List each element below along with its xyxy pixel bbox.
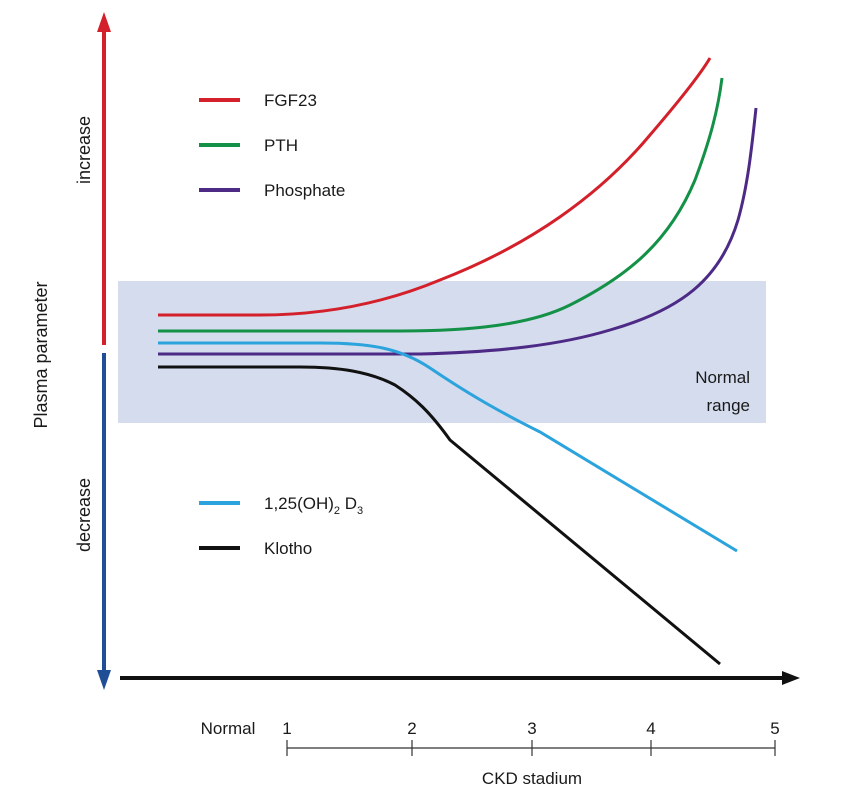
legend-klotho-label: Klotho <box>264 539 312 558</box>
x-tick-4: 4 <box>646 719 655 738</box>
curve-phosphate <box>158 107 758 356</box>
x-axis-title: CKD stadium <box>482 769 582 788</box>
curve-klotho <box>158 365 721 666</box>
legend-fgf23-label: FGF23 <box>264 91 317 110</box>
x-tick-1: 1 <box>282 719 291 738</box>
x-tick-2: 2 <box>407 719 416 738</box>
legend-pth-label: PTH <box>264 136 298 155</box>
increase-label: increase <box>74 116 94 184</box>
y-axis-title: Plasma parameter <box>31 281 51 428</box>
normal-range-label-line1: Normal <box>695 368 750 387</box>
legend-phosphate-label: Phosphate <box>264 181 345 200</box>
curve-fgf23 <box>158 57 712 317</box>
x-axis-arrowhead <box>782 671 800 685</box>
increase-arrowhead <box>97 12 111 32</box>
decrease-label: decrease <box>74 478 94 552</box>
curve-pth <box>158 77 724 333</box>
legend-vitd-label: 1,25(OH)2 D3 <box>264 494 363 517</box>
curve-vitd <box>158 341 738 553</box>
decrease-arrowhead <box>97 670 111 690</box>
x-tick-3: 3 <box>527 719 536 738</box>
x-tick-normal: Normal <box>201 719 256 738</box>
x-tick-5: 5 <box>770 719 779 738</box>
normal-range-label-line2: range <box>707 396 750 415</box>
